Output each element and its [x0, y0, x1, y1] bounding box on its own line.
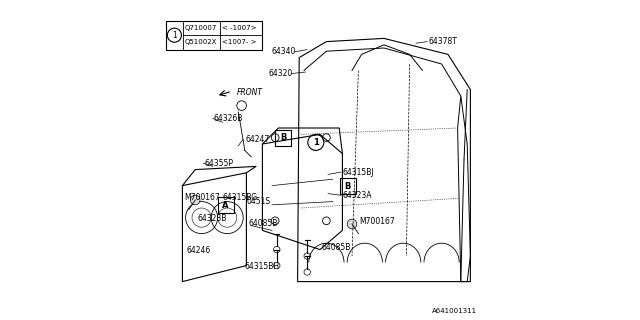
Text: 64085B: 64085B — [249, 219, 278, 228]
Text: <1007- >: <1007- > — [222, 39, 256, 45]
Text: M700167: M700167 — [184, 193, 220, 202]
Text: M700167: M700167 — [359, 217, 395, 226]
Text: Q710007: Q710007 — [185, 25, 218, 31]
Text: 64323B: 64323B — [198, 214, 227, 223]
Text: 64340: 64340 — [271, 47, 296, 56]
Text: 64323A: 64323A — [342, 191, 372, 200]
Text: 64320: 64320 — [269, 69, 292, 78]
Text: 64315BH: 64315BH — [245, 262, 280, 271]
Text: 64246: 64246 — [186, 246, 211, 255]
Text: 1: 1 — [313, 138, 319, 147]
Text: FRONT: FRONT — [237, 88, 263, 97]
Text: 64315BJ: 64315BJ — [342, 168, 374, 177]
Text: 64085B: 64085B — [322, 243, 351, 252]
Text: 64247: 64247 — [246, 135, 270, 144]
Text: B: B — [345, 182, 351, 191]
Text: Q51002X: Q51002X — [185, 39, 218, 45]
Text: 64326B: 64326B — [214, 114, 243, 123]
Text: 64378T: 64378T — [429, 37, 458, 46]
Text: 64315BG: 64315BG — [223, 193, 257, 202]
Circle shape — [191, 195, 200, 205]
Text: < -1007>: < -1007> — [222, 25, 256, 31]
Text: B: B — [280, 133, 286, 142]
Bar — [166, 21, 262, 50]
Text: 64355P: 64355P — [204, 159, 233, 168]
Text: 1: 1 — [172, 31, 177, 40]
Circle shape — [347, 219, 357, 229]
Text: 0451S: 0451S — [246, 197, 271, 206]
Text: A: A — [222, 201, 229, 210]
Text: A641001311: A641001311 — [431, 308, 477, 314]
